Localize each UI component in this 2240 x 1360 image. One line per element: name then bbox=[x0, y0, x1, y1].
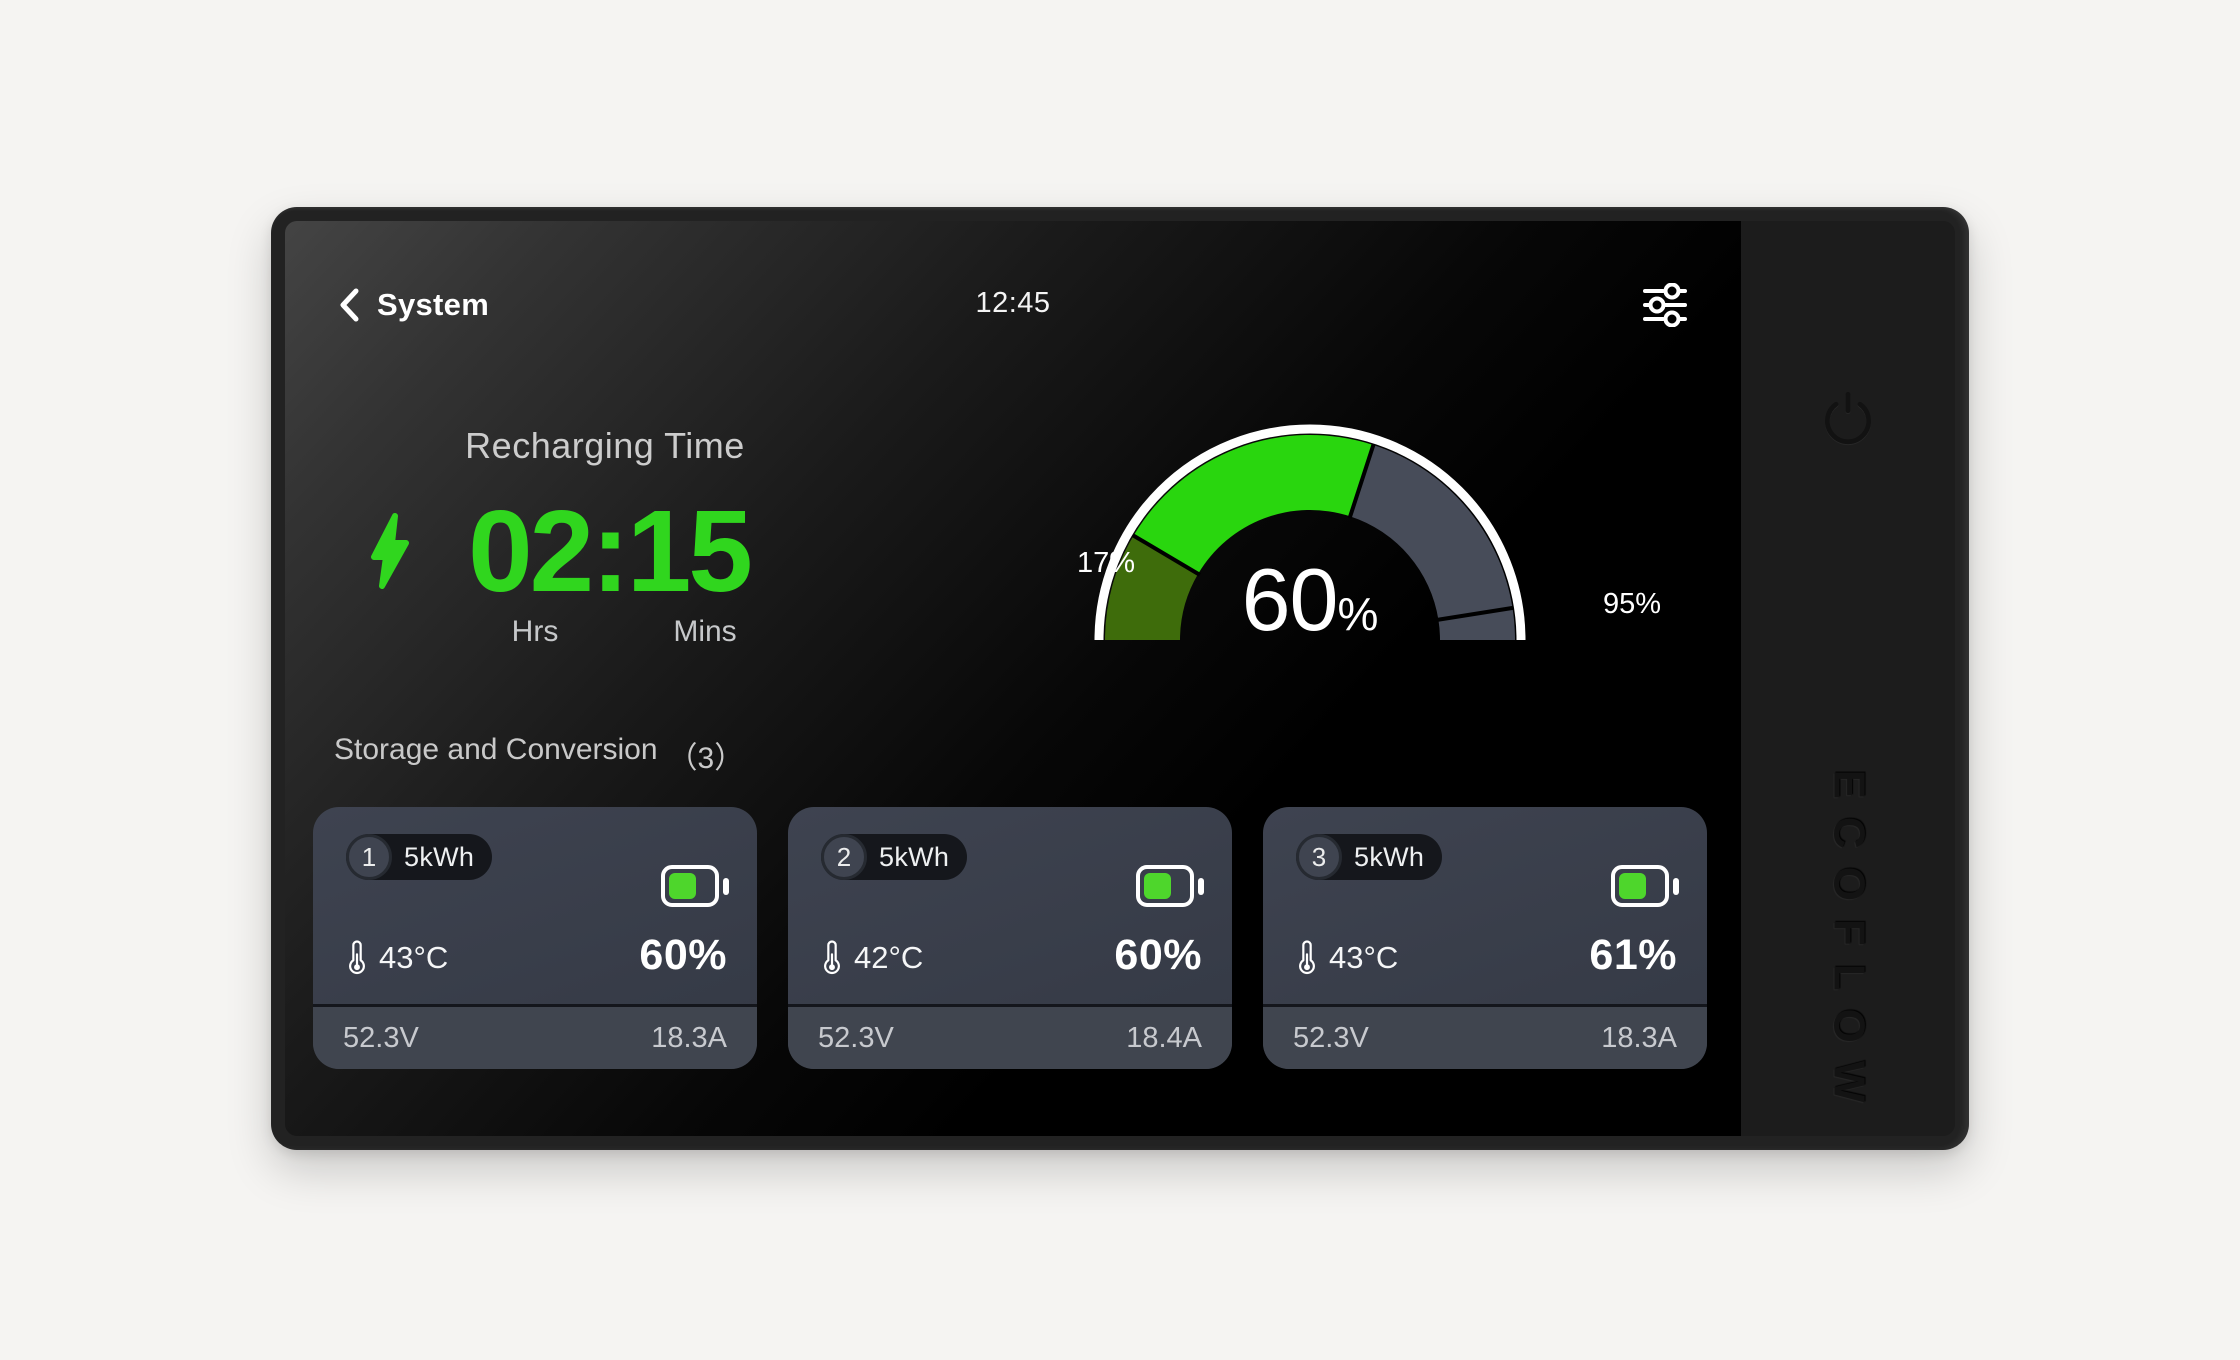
battery-temperature: 43°C bbox=[1296, 938, 1398, 978]
page-title: System bbox=[377, 287, 490, 322]
ecoflow-logo: ECOFLOW bbox=[1741, 770, 1955, 1121]
battery-current: 18.4A bbox=[1126, 1021, 1202, 1054]
thermometer-icon bbox=[1299, 940, 1315, 975]
battery-number: 1 bbox=[346, 834, 392, 880]
gauge-svg bbox=[1094, 424, 1526, 641]
battery-current: 18.3A bbox=[651, 1021, 727, 1054]
clock: 12:45 bbox=[975, 287, 1051, 319]
battery-gauge: 17% 95% 60% bbox=[1075, 407, 1661, 659]
chevron-left-icon bbox=[340, 288, 359, 322]
battery-temperature: 42°C bbox=[821, 938, 923, 978]
battery-capacity: 5kWh bbox=[404, 841, 475, 872]
storage-count: （3） bbox=[667, 742, 745, 775]
power-button[interactable] bbox=[1817, 386, 1879, 448]
battery-badge: 1 5kWh bbox=[346, 834, 493, 880]
back-button[interactable]: System bbox=[337, 283, 489, 327]
device-side-panel: ECOFLOW bbox=[1741, 221, 1955, 1136]
battery-number: 2 bbox=[821, 834, 867, 880]
minutes-label: Mins bbox=[673, 615, 737, 648]
battery-icon bbox=[1136, 865, 1204, 907]
recharging-time-title: Recharging Time bbox=[465, 425, 745, 466]
gauge-min-label: 17% bbox=[1077, 547, 1136, 579]
battery-voltage: 52.3V bbox=[343, 1021, 419, 1054]
battery-card-footer: 52.3V 18.4A bbox=[788, 1004, 1232, 1069]
battery-voltage: 52.3V bbox=[1293, 1021, 1369, 1054]
gauge-value-number: 60 bbox=[1241, 550, 1339, 649]
battery-badge: 3 5kWh bbox=[1296, 834, 1443, 880]
battery-capacity: 5kWh bbox=[879, 841, 950, 872]
battery-icon bbox=[1611, 865, 1679, 907]
battery-voltage: 52.3V bbox=[818, 1021, 894, 1054]
temperature-value: 42°C bbox=[854, 940, 924, 975]
battery-card-footer: 52.3V 18.3A bbox=[313, 1004, 757, 1069]
battery-card-footer: 52.3V 18.3A bbox=[1263, 1004, 1707, 1069]
lightning-icon bbox=[371, 513, 409, 589]
recharging-time-value: 02:15 bbox=[468, 486, 753, 616]
gauge-percent-sign: % bbox=[1337, 588, 1379, 640]
battery-soc: 60% bbox=[639, 931, 727, 979]
battery-temperature: 43°C bbox=[346, 938, 448, 978]
battery-card-3[interactable]: 3 5kWh 43°C 61% 52.3V 18.3A bbox=[1263, 807, 1707, 1069]
battery-soc: 61% bbox=[1589, 931, 1677, 979]
battery-current: 18.3A bbox=[1601, 1021, 1677, 1054]
thermometer-icon bbox=[349, 940, 365, 975]
ecoflow-logo-text: ECOFLOW bbox=[1824, 769, 1874, 1121]
battery-capacity: 5kWh bbox=[1354, 841, 1425, 872]
gauge-max-label: 95% bbox=[1603, 588, 1662, 620]
battery-number: 3 bbox=[1296, 834, 1342, 880]
top-bar: System 12:45 bbox=[285, 221, 1741, 371]
battery-soc: 60% bbox=[1114, 931, 1202, 979]
battery-icon bbox=[661, 865, 729, 907]
battery-card-1[interactable]: 1 5kWh 43°C 60% 52.3V 18.3A bbox=[313, 807, 757, 1069]
storage-title: Storage and Conversion bbox=[334, 733, 658, 766]
sliders-icon bbox=[1643, 283, 1687, 327]
gauge-value: 60% bbox=[1075, 555, 1545, 659]
device-frame: System 12:45 Recharging Time bbox=[271, 207, 1969, 1150]
screen: System 12:45 Recharging Time bbox=[285, 221, 1741, 1136]
storage-section-heading: Storage and Conversion （3） bbox=[334, 733, 744, 777]
temperature-value: 43°C bbox=[379, 940, 449, 975]
settings-button[interactable] bbox=[1641, 281, 1689, 329]
thermometer-icon bbox=[824, 940, 840, 975]
battery-card-2[interactable]: 2 5kWh 42°C 60% 52.3V 18.4A bbox=[788, 807, 1232, 1069]
battery-badge: 2 5kWh bbox=[821, 834, 968, 880]
temperature-value: 43°C bbox=[1329, 940, 1399, 975]
hours-label: Hrs bbox=[511, 615, 559, 648]
